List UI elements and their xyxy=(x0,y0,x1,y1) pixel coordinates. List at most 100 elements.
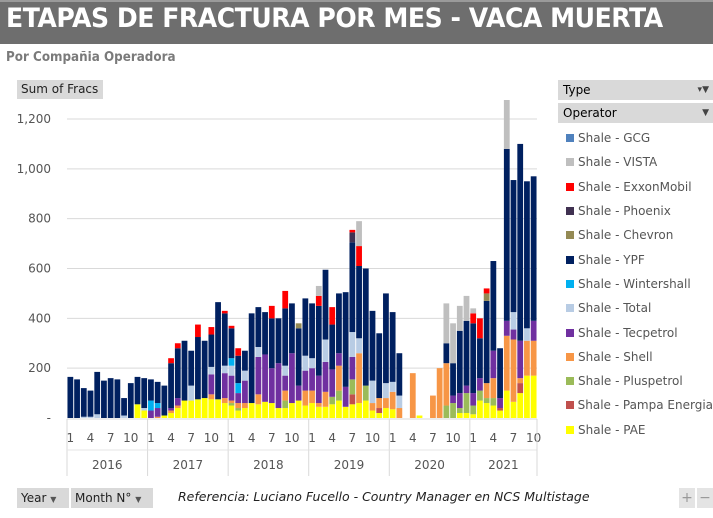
bar-segment[interactable] xyxy=(490,405,497,418)
bar-segment[interactable] xyxy=(510,180,517,313)
bar-segment[interactable] xyxy=(470,405,477,415)
bar-segment[interactable] xyxy=(80,416,87,418)
bar-segment[interactable] xyxy=(503,148,510,321)
bar-segment[interactable] xyxy=(235,355,242,384)
bar-segment[interactable] xyxy=(356,338,362,354)
bar-segment[interactable] xyxy=(477,338,483,379)
bar-segment[interactable] xyxy=(188,385,195,401)
bar-segment[interactable] xyxy=(148,410,154,418)
bar-segment[interactable] xyxy=(503,320,510,336)
bar-segment[interactable] xyxy=(483,293,490,301)
bar-segment[interactable] xyxy=(336,400,342,418)
bar-segment[interactable] xyxy=(356,246,362,267)
bar-segment[interactable] xyxy=(101,380,107,418)
bar-segment[interactable] xyxy=(315,406,322,418)
bar-segment[interactable] xyxy=(389,312,396,382)
bar-segment[interactable] xyxy=(302,405,309,418)
bar-segment[interactable] xyxy=(242,408,248,418)
bar-segment[interactable] xyxy=(295,323,302,329)
bar-segment[interactable] xyxy=(201,340,208,399)
bar-segment[interactable] xyxy=(483,398,490,404)
bar-segment[interactable] xyxy=(517,378,524,384)
bar-segment[interactable] xyxy=(329,396,336,405)
bar-segment[interactable] xyxy=(295,400,302,418)
bar-segment[interactable] xyxy=(517,393,524,418)
bar-segment[interactable] xyxy=(302,355,309,371)
bar-segment[interactable] xyxy=(174,348,181,399)
bar-segment[interactable] xyxy=(309,358,315,369)
bar-segment[interactable] xyxy=(235,408,242,411)
bar-segment[interactable] xyxy=(497,410,503,418)
bar-segment[interactable] xyxy=(228,403,235,406)
bar-segment[interactable] xyxy=(503,100,510,149)
bar-segment[interactable] xyxy=(342,386,349,407)
bar-segment[interactable] xyxy=(483,288,490,294)
bar-segment[interactable] xyxy=(369,310,376,381)
bar-segment[interactable] xyxy=(477,400,483,418)
bar-segment[interactable] xyxy=(221,398,228,404)
bar-segment[interactable] xyxy=(450,403,456,418)
bar-segment[interactable] xyxy=(524,328,530,341)
bar-segment[interactable] xyxy=(329,404,336,418)
bar-segment[interactable] xyxy=(228,365,235,376)
bar-segment[interactable] xyxy=(517,383,524,394)
bar-segment[interactable] xyxy=(315,285,322,296)
bar-segment[interactable] xyxy=(107,378,114,418)
bar-segment[interactable] xyxy=(201,398,208,418)
bar-segment[interactable] xyxy=(242,380,248,404)
bar-segment[interactable] xyxy=(356,266,362,339)
bar-segment[interactable] xyxy=(67,376,74,418)
bar-segment[interactable] xyxy=(114,379,121,418)
bar-segment[interactable] xyxy=(470,323,477,394)
bar-segment[interactable] xyxy=(87,416,94,418)
bar-segment[interactable] xyxy=(242,350,248,371)
bar-segment[interactable] xyxy=(282,365,289,376)
bar-segment[interactable] xyxy=(262,401,268,418)
bar-segment[interactable] xyxy=(168,413,174,418)
bar-segment[interactable] xyxy=(255,394,262,405)
bar-segment[interactable] xyxy=(362,268,369,386)
bar-segment[interactable] xyxy=(309,303,315,359)
bar-segment[interactable] xyxy=(235,383,242,394)
bar-segment[interactable] xyxy=(289,303,295,354)
bar-segment[interactable] xyxy=(228,375,235,401)
bar-segment[interactable] xyxy=(362,400,369,418)
bar-segment[interactable] xyxy=(376,333,383,399)
bar-segment[interactable] xyxy=(282,308,289,366)
bar-segment[interactable] xyxy=(443,405,450,418)
bar-segment[interactable] xyxy=(127,383,134,418)
bar-segment[interactable] xyxy=(463,393,470,414)
bar-segment[interactable] xyxy=(477,378,483,391)
bar-segment[interactable] xyxy=(315,295,322,306)
bar-segment[interactable] xyxy=(235,348,242,356)
bar-segment[interactable] xyxy=(268,403,275,418)
bar-segment[interactable] xyxy=(456,305,463,331)
bar-segment[interactable] xyxy=(221,373,228,399)
bar-segment[interactable] xyxy=(221,365,228,374)
bar-segment[interactable] xyxy=(215,399,221,418)
bar-segment[interactable] xyxy=(322,406,329,418)
bar-segment[interactable] xyxy=(309,403,315,418)
bar-segment[interactable] xyxy=(416,415,423,418)
bar-segment[interactable] xyxy=(141,410,148,418)
bar-segment[interactable] xyxy=(168,408,174,411)
bar-segment[interactable] xyxy=(329,369,336,397)
bar-segment[interactable] xyxy=(497,348,503,399)
bar-segment[interactable] xyxy=(275,408,282,418)
bar-segment[interactable] xyxy=(517,340,524,379)
legend-item[interactable]: Shale - VISTA xyxy=(558,150,713,174)
bar-segment[interactable] xyxy=(94,414,101,418)
bar-segment[interactable] xyxy=(456,413,463,418)
bar-segment[interactable] xyxy=(497,408,503,411)
bar-segment[interactable] xyxy=(282,290,289,309)
bar-segment[interactable] xyxy=(302,370,309,391)
bar-segment[interactable] xyxy=(383,398,389,409)
bar-segment[interactable] xyxy=(228,405,235,418)
bar-segment[interactable] xyxy=(121,415,127,418)
bar-segment[interactable] xyxy=(221,403,228,418)
bar-segment[interactable] xyxy=(322,361,329,392)
bar-segment[interactable] xyxy=(174,405,181,409)
bar-segment[interactable] xyxy=(208,394,215,400)
bar-segment[interactable] xyxy=(490,398,497,406)
legend-operator-filter[interactable]: Operator ▼ xyxy=(558,103,713,123)
